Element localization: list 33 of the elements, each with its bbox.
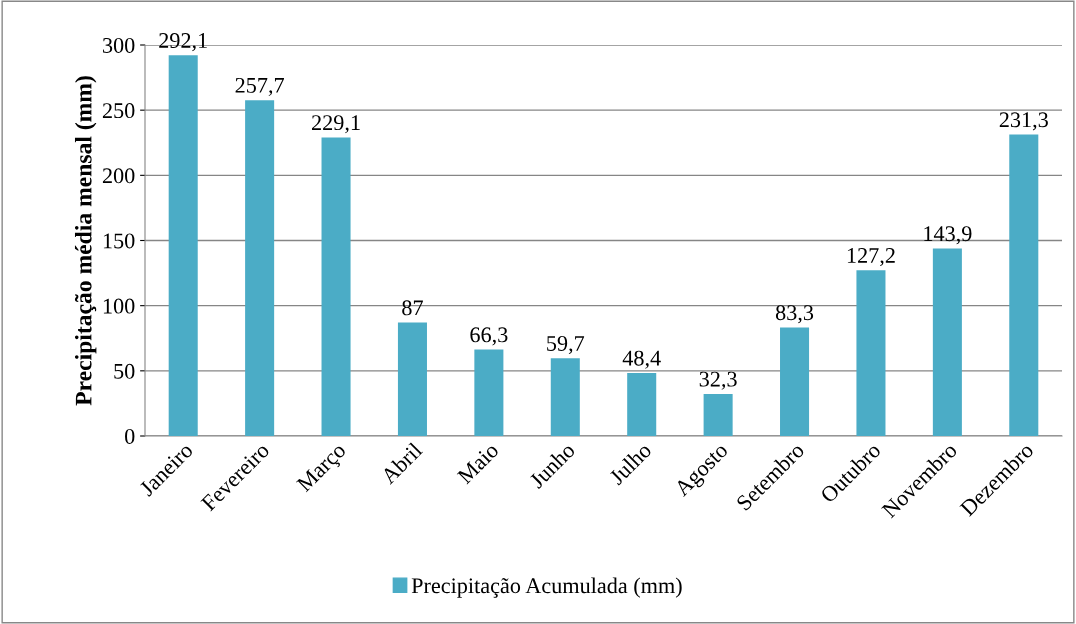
data-label: 66,3 bbox=[470, 327, 508, 346]
bar bbox=[321, 137, 351, 436]
data-label: 59,7 bbox=[547, 335, 585, 355]
bar bbox=[550, 358, 580, 436]
y-tick-label: 300 bbox=[103, 37, 135, 53]
bar bbox=[1009, 134, 1039, 436]
y-tick-label: 100 bbox=[103, 298, 135, 314]
y-tick-label: 0 bbox=[125, 428, 135, 444]
data-label: 127,2 bbox=[847, 247, 895, 267]
data-label: 87 bbox=[402, 300, 423, 316]
data-label: 257,7 bbox=[235, 77, 284, 97]
bar bbox=[627, 372, 657, 436]
y-tick-label: 250 bbox=[102, 103, 135, 119]
bar bbox=[168, 55, 198, 436]
y-axis-title: Precipitação média mensal (mm) bbox=[74, 76, 97, 406]
bar bbox=[397, 322, 427, 436]
legend-label: Precipitação Acumulada (mm) bbox=[411, 577, 682, 598]
bar bbox=[474, 349, 504, 436]
bar bbox=[932, 248, 962, 436]
data-label: 143,9 bbox=[924, 226, 972, 245]
bar bbox=[703, 393, 733, 436]
data-label: 48,4 bbox=[622, 350, 661, 369]
bar bbox=[780, 327, 810, 436]
y-tick-label: 200 bbox=[102, 168, 135, 184]
data-label: 231,3 bbox=[999, 112, 1048, 131]
y-tick-label: 150 bbox=[103, 233, 135, 249]
data-label: 229,1 bbox=[312, 115, 360, 134]
data-label: 83,3 bbox=[775, 305, 814, 324]
bar bbox=[856, 270, 886, 436]
data-label: 292,1 bbox=[159, 33, 207, 52]
data-label: 32,3 bbox=[699, 371, 737, 390]
bar bbox=[245, 100, 275, 436]
y-tick-label: 50 bbox=[114, 363, 135, 379]
